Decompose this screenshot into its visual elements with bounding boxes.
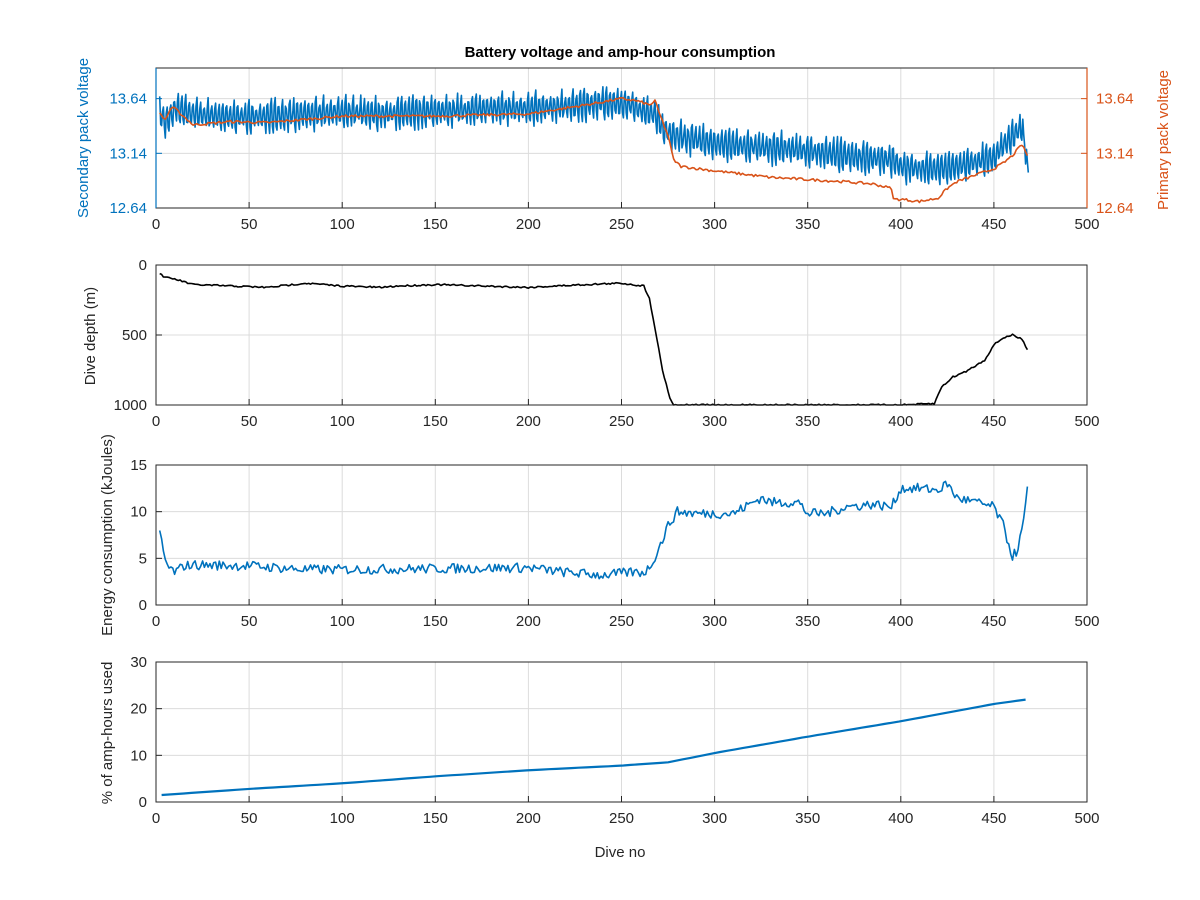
y-tick-label: 10	[130, 747, 147, 764]
y-tick-label: 0	[139, 257, 147, 274]
x-tick-label: 100	[330, 216, 355, 233]
x-tick-label: 250	[609, 413, 634, 430]
y-tick-label: 12.64	[109, 200, 147, 217]
x-tick-label: 400	[888, 216, 913, 233]
depth-ylabel: Dive depth (m)	[82, 287, 99, 385]
axes-frame	[155, 464, 1088, 606]
amp-hours-panel: % of amp-hours used Dive no 0 50 100 150 200…	[99, 654, 1100, 861]
x-tick-label: 50	[241, 613, 258, 630]
primary-voltage-ylabel: Primary pack voltage	[1155, 70, 1172, 210]
y-tick-label: 30	[130, 654, 147, 671]
x-tick-label: 500	[1074, 413, 1099, 430]
x-tick-label: 0	[152, 613, 160, 630]
energy-panel: Energy consumption (kJoules) 0 50 100 150 20…	[99, 434, 1100, 636]
x-tick-label: 300	[702, 613, 727, 630]
x-tick-label: 200	[516, 413, 541, 430]
axes-frame	[155, 264, 1088, 406]
voltage-series-line-0	[158, 86, 1030, 186]
y-tick-label: 5	[139, 550, 147, 567]
x-tick-label: 50	[241, 810, 258, 827]
x-tick-label: 350	[795, 810, 820, 827]
axes-frame	[155, 661, 1088, 803]
x-tick-label: 300	[702, 810, 727, 827]
y-tick-label: 0	[139, 597, 147, 614]
x-tick-label: 250	[609, 613, 634, 630]
x-tick-label: 150	[423, 216, 448, 233]
energy-ylabel: Energy consumption (kJoules)	[99, 434, 116, 636]
depth-panel: Dive depth (m) 0 50 100 150 200 250 300 350 400 4…	[82, 257, 1100, 430]
x-tick-label: 350	[795, 413, 820, 430]
x-tick-label: 400	[888, 810, 913, 827]
x-tick-label: 450	[981, 413, 1006, 430]
y-right-tick-label: 13.14	[1096, 145, 1134, 162]
y-tick-label: 13.64	[109, 91, 147, 108]
figure-title: Battery voltage and amp-hour consumption	[465, 44, 776, 61]
x-tick-label: 50	[241, 216, 258, 233]
x-tick-label: 0	[152, 216, 160, 233]
x-tick-label: 0	[152, 810, 160, 827]
amp-hours-ylabel: % of amp-hours used	[99, 662, 116, 805]
x-tick-label: 250	[609, 810, 634, 827]
y-tick-label: 20	[130, 701, 147, 718]
x-tick-label: 450	[981, 216, 1006, 233]
secondary-voltage-ylabel: Secondary pack voltage	[75, 58, 92, 218]
x-tick-label: 100	[330, 810, 355, 827]
y-right-tick-label: 13.64	[1096, 91, 1134, 108]
x-tick-label: 100	[330, 613, 355, 630]
x-tick-label: 250	[609, 216, 634, 233]
y-tick-label: 10	[130, 504, 147, 521]
x-tick-label: 200	[516, 613, 541, 630]
depth-series-line-0	[159, 272, 1029, 406]
x-axis-label: Dive no	[595, 844, 646, 861]
x-tick-label: 200	[516, 810, 541, 827]
y-tick-label: 15	[130, 457, 147, 474]
amp-hours-series-line-0	[161, 698, 1026, 797]
x-tick-label: 0	[152, 413, 160, 430]
voltage-panel: Secondary pack voltage Primary pack volt…	[75, 58, 1172, 233]
x-tick-label: 150	[423, 613, 448, 630]
x-tick-label: 350	[795, 216, 820, 233]
x-tick-label: 350	[795, 613, 820, 630]
x-tick-label: 400	[888, 413, 913, 430]
x-tick-label: 450	[981, 613, 1006, 630]
x-tick-label: 450	[981, 810, 1006, 827]
y-tick-label: 13.14	[109, 145, 147, 162]
x-tick-label: 500	[1074, 216, 1099, 233]
y-right-tick-label: 12.64	[1096, 200, 1134, 217]
voltage-series-line-1	[159, 97, 1029, 204]
y-tick-label: 1000	[114, 397, 147, 414]
x-tick-label: 150	[423, 413, 448, 430]
x-tick-label: 500	[1074, 810, 1099, 827]
x-tick-label: 500	[1074, 613, 1099, 630]
x-tick-label: 400	[888, 613, 913, 630]
x-tick-label: 300	[702, 413, 727, 430]
x-tick-label: 50	[241, 413, 258, 430]
x-tick-label: 150	[423, 810, 448, 827]
x-tick-label: 200	[516, 216, 541, 233]
energy-series-line-0	[158, 480, 1029, 580]
x-tick-label: 100	[330, 413, 355, 430]
x-tick-label: 300	[702, 216, 727, 233]
y-tick-label: 500	[122, 327, 147, 344]
y-tick-label: 0	[139, 794, 147, 811]
